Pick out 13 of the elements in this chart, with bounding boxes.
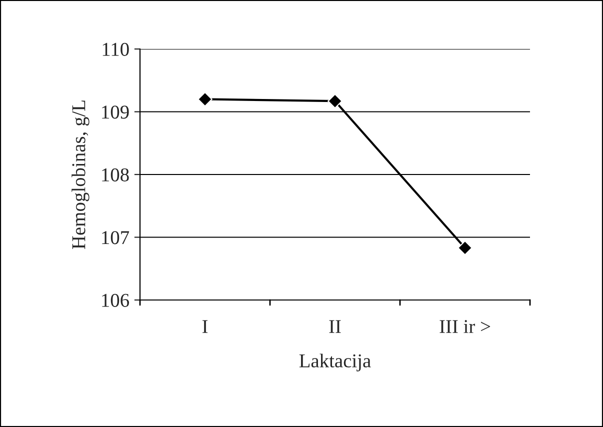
y-tick-label: 108 [102,168,129,182]
y-tick-label: 107 [102,231,130,244]
x-tick-label: II [329,320,341,333]
point [328,94,342,108]
x-axis-title: Laktacija [299,354,371,372]
y-tick-label: 109 [102,106,129,119]
point [198,92,212,107]
y-axis-title: Hemoglobinas, g/L [72,100,90,250]
point [458,240,472,256]
x-tick-label: I [202,320,208,333]
x-tick-label: III ir > [440,320,490,333]
y-tick-label: 110 [102,42,129,56]
y-tick-label: 106 [102,294,130,307]
